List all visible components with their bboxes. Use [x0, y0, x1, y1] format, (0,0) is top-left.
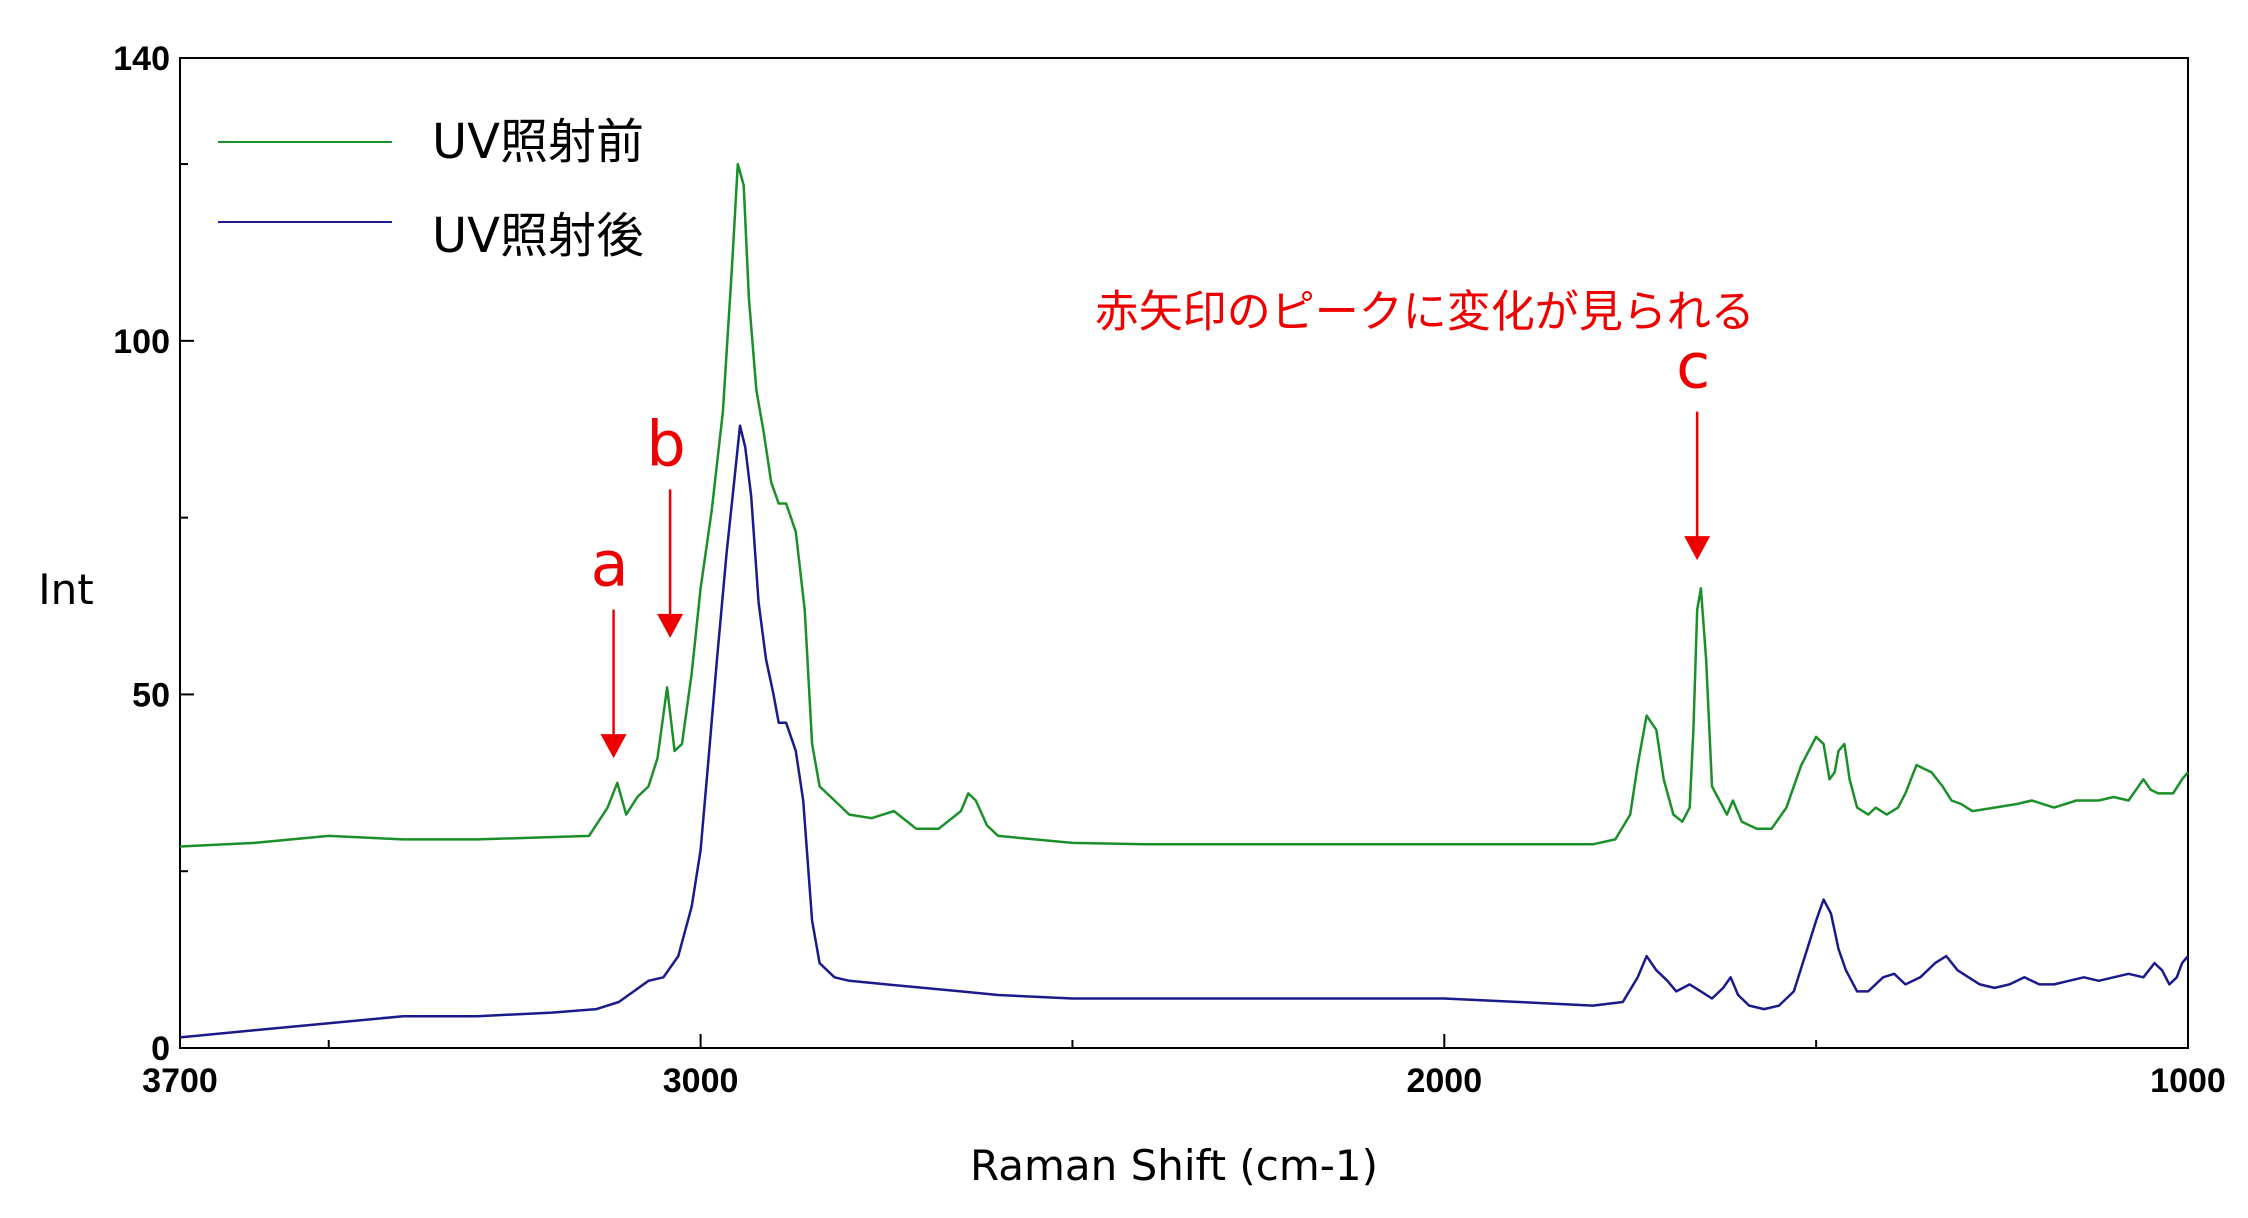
- legend-label-uv-after: UV照射後: [432, 208, 644, 264]
- peak-label-a: a: [591, 528, 629, 601]
- peak-arrowhead-c: [1684, 536, 1711, 561]
- x-tick-label-2000: 2000: [1406, 1062, 1482, 1100]
- tick-labels: 3700 3000 2000 1000 0 50 100 140: [113, 40, 2226, 1100]
- axis-ticks: [179, 57, 2189, 1049]
- peak-arrowhead-b: [657, 613, 684, 638]
- legend-label-uv-before: UV照射前: [432, 114, 644, 170]
- series-line-1: [179, 424, 2189, 1039]
- series-line-0: [179, 162, 2189, 848]
- peak-label-b: b: [646, 407, 685, 480]
- y-tick-label-140: 140: [113, 40, 170, 78]
- peak-label-c: c: [1676, 330, 1710, 403]
- x-tick-label-3700: 3700: [142, 1062, 218, 1100]
- y-axis-label: Int: [38, 565, 93, 614]
- peak-arrowhead-a: [600, 734, 627, 759]
- y-tick-label-100: 100: [113, 323, 170, 361]
- y-tick-label-0: 0: [151, 1030, 170, 1068]
- x-tick-label-1000: 1000: [2150, 1062, 2226, 1100]
- plot-frame: [179, 57, 2189, 1049]
- x-tick-label-3000: 3000: [663, 1062, 739, 1100]
- annotation-note: 赤矢印のピークに変化が見られる: [1095, 287, 1755, 338]
- x-axis-label: Raman Shift (cm-1): [970, 1141, 1378, 1190]
- series-layer: [179, 162, 2189, 1039]
- y-tick-label-50: 50: [132, 676, 170, 714]
- legend: UV照射前 UV照射後: [218, 114, 644, 264]
